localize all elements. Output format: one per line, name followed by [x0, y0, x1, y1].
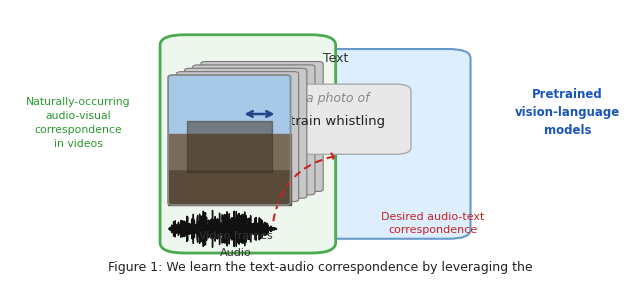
FancyBboxPatch shape	[168, 75, 291, 205]
Polygon shape	[187, 121, 272, 173]
FancyBboxPatch shape	[177, 72, 299, 201]
Text: Pretrained
vision-language
models: Pretrained vision-language models	[515, 88, 620, 137]
FancyBboxPatch shape	[198, 49, 470, 239]
Text: train whistling: train whistling	[290, 115, 385, 128]
FancyBboxPatch shape	[193, 65, 315, 195]
FancyBboxPatch shape	[279, 84, 411, 154]
Polygon shape	[168, 133, 291, 168]
Text: Figure 1: We learn the text-audio correspondence by leveraging the: Figure 1: We learn the text-audio corres…	[108, 261, 532, 274]
Text: a photo of: a photo of	[306, 92, 369, 105]
FancyBboxPatch shape	[184, 68, 307, 198]
Polygon shape	[168, 168, 291, 205]
FancyBboxPatch shape	[160, 35, 336, 253]
Text: Video frames: Video frames	[199, 231, 273, 241]
Polygon shape	[168, 75, 291, 133]
Text: Audio: Audio	[220, 248, 252, 258]
Text: Text: Text	[323, 52, 348, 65]
FancyBboxPatch shape	[201, 62, 323, 192]
Text: Naturally-occurring
audio-visual
correspondence
in videos: Naturally-occurring audio-visual corresp…	[26, 97, 131, 149]
Text: Desired audio-text
correspondence: Desired audio-text correspondence	[381, 212, 484, 235]
